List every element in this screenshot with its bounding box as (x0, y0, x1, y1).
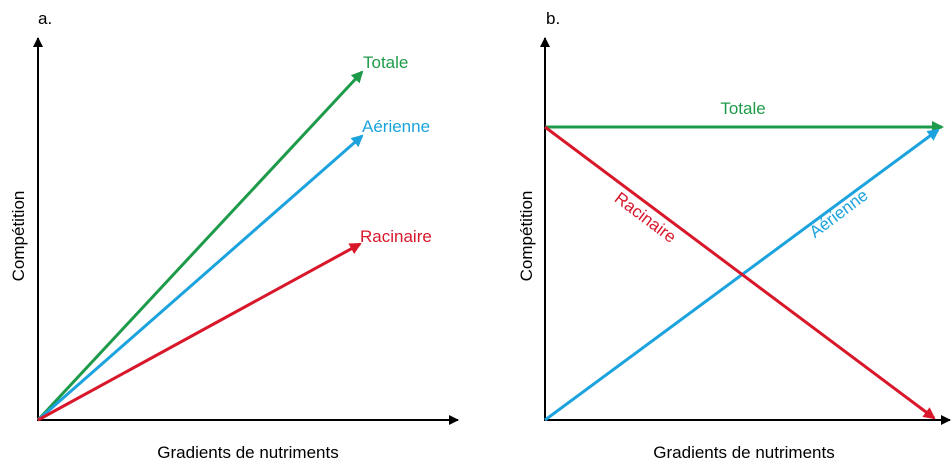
y-axis-label: Compétition (9, 191, 28, 282)
line-label: Racinaire (360, 227, 432, 246)
panel-b: b. Totale Aérienne Racinaire Gradients d… (517, 9, 951, 462)
line-label: Aérienne (806, 186, 872, 242)
panel-label: a. (38, 9, 52, 28)
x-axis-label: Gradients de nutriments (157, 443, 338, 462)
panel-label: b. (546, 9, 560, 28)
arrow-racinaire (544, 125, 936, 420)
arrow-totale (36, 70, 364, 422)
line-label: Racinaire (611, 188, 680, 246)
line-label: Aérienne (362, 117, 430, 136)
arrow-aerienne (37, 134, 364, 422)
line-label: Totale (720, 99, 765, 118)
y-axis-label: Compétition (517, 191, 536, 282)
line-label: Totale (363, 53, 408, 72)
panel-a: a. Totale Aérienne Racinaire Gradients d… (9, 9, 459, 462)
x-axis-label: Gradients de nutriments (653, 443, 834, 462)
arrow-racinaire (37, 242, 362, 422)
